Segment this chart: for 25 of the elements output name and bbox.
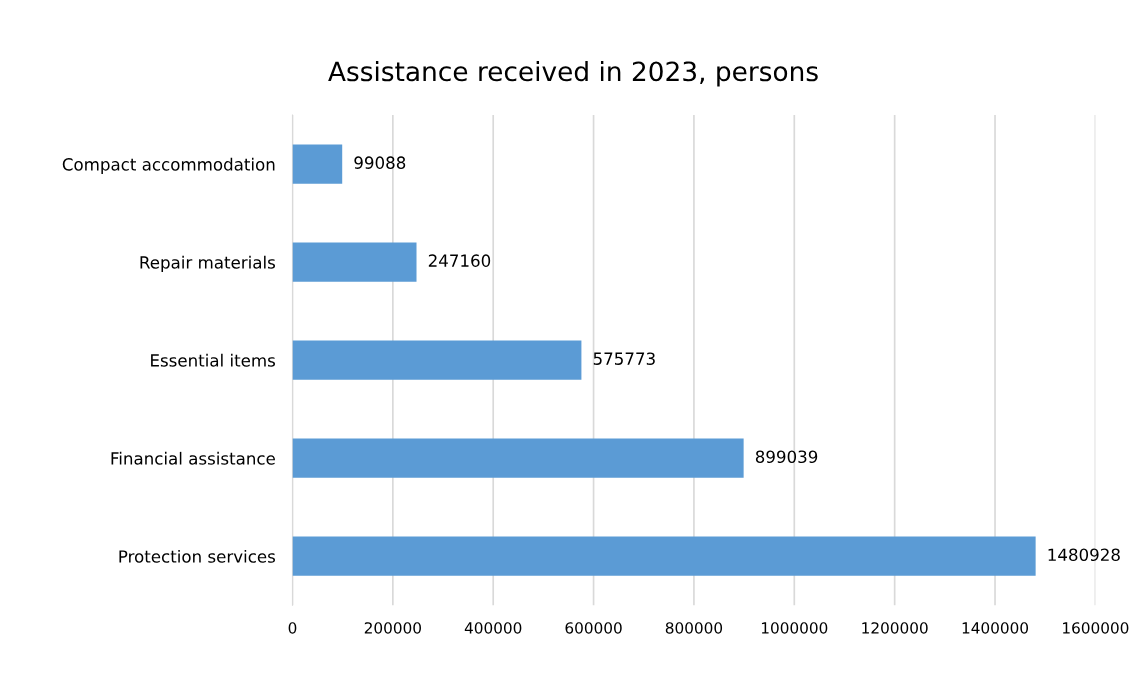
y-tick-label: Compact accommodation bbox=[62, 157, 275, 174]
y-tick-label: Financial assistance bbox=[111, 451, 275, 465]
data-label: 247160 bbox=[428, 254, 491, 267]
chart-title: Assistance received in 2023, persons bbox=[328, 60, 818, 87]
bar bbox=[292, 340, 582, 380]
data-label: 899039 bbox=[755, 450, 818, 464]
bar bbox=[292, 438, 744, 478]
x-tick-label: 400000 bbox=[464, 622, 522, 634]
x-tick-label: 0 bbox=[288, 622, 297, 634]
x-tick-label: 800000 bbox=[665, 622, 723, 634]
x-tick-label: 1400000 bbox=[962, 622, 1029, 634]
y-tick-label: Repair materials bbox=[140, 255, 276, 272]
y-tick-label: Essential items bbox=[151, 353, 276, 367]
bar bbox=[292, 144, 343, 184]
y-tick-label: Protection services bbox=[119, 549, 275, 563]
bar bbox=[292, 536, 1036, 576]
x-tick-label: 1000000 bbox=[761, 622, 828, 634]
data-label: 575773 bbox=[593, 352, 655, 365]
x-tick-label: 200000 bbox=[364, 622, 421, 634]
data-label: 1480928 bbox=[1048, 548, 1120, 562]
x-tick-label: 1200000 bbox=[862, 622, 928, 634]
bar bbox=[292, 242, 417, 282]
x-tick-label: 600000 bbox=[565, 622, 622, 634]
data-label: 99088 bbox=[354, 156, 406, 169]
x-tick-label: 1600000 bbox=[1063, 622, 1129, 634]
